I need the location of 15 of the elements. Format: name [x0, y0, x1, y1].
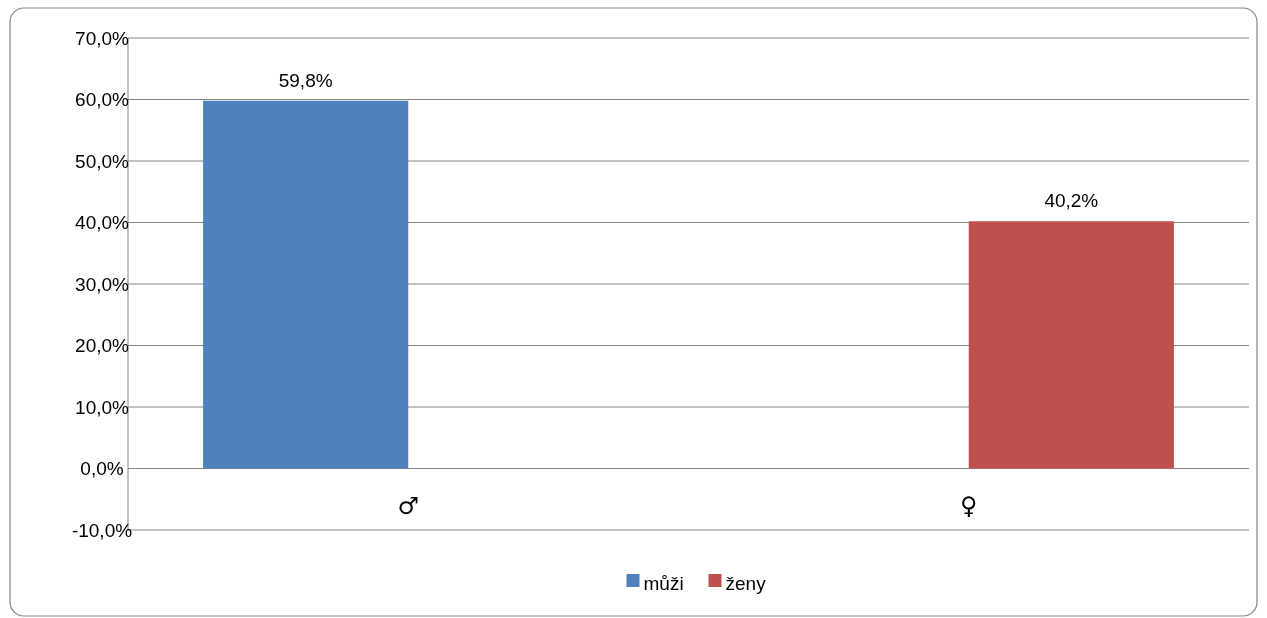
- legend-label: můži: [643, 572, 684, 594]
- data-label: 59,8%: [278, 69, 333, 91]
- legend-label: ženy: [725, 572, 767, 594]
- y-tick-label: 40,0%: [75, 212, 130, 234]
- y-tick-label: 50,0%: [75, 150, 130, 172]
- y-tick-label: 0,0%: [80, 458, 124, 480]
- y-tick-label: 20,0%: [75, 335, 130, 357]
- y-tick-label: 70,0%: [75, 27, 130, 49]
- y-tick-label: 10,0%: [75, 396, 130, 418]
- x-tick-label: ♂: [397, 491, 420, 520]
- y-tick-label: -10,0%: [71, 519, 133, 541]
- data-label: 40,2%: [1044, 190, 1099, 212]
- y-tick-label: 30,0%: [75, 273, 130, 295]
- x-tick-label: ♀: [959, 491, 978, 520]
- y-tick-label: 60,0%: [75, 89, 130, 111]
